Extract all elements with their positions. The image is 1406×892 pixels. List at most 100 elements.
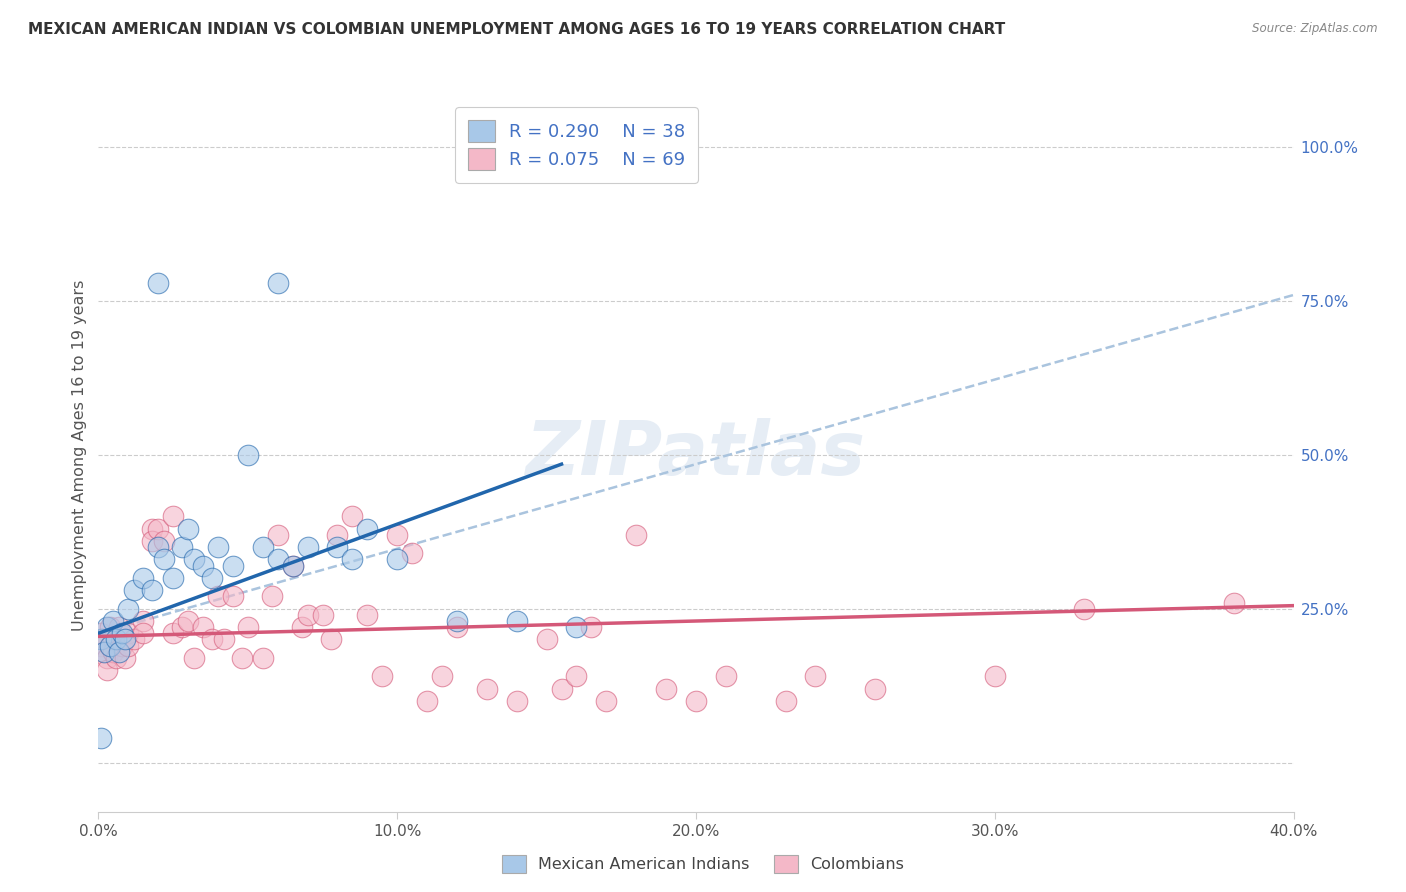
Point — [222, 558, 245, 573]
Point — [236, 620, 259, 634]
Point — [984, 669, 1007, 683]
Point — [626, 528, 648, 542]
Point — [506, 694, 529, 708]
Point — [401, 546, 423, 560]
Point — [153, 534, 176, 549]
Point — [297, 607, 319, 622]
Point — [90, 632, 112, 647]
Point — [111, 639, 134, 653]
Point — [252, 540, 274, 554]
Point — [141, 534, 163, 549]
Point — [162, 626, 184, 640]
Point — [222, 590, 245, 604]
Point — [267, 528, 290, 542]
Point — [132, 626, 155, 640]
Point — [207, 540, 229, 554]
Point — [581, 620, 603, 634]
Point — [326, 528, 349, 542]
Point — [260, 590, 283, 604]
Point — [565, 620, 588, 634]
Point — [385, 528, 409, 542]
Text: MEXICAN AMERICAN INDIAN VS COLOMBIAN UNEMPLOYMENT AMONG AGES 16 TO 19 YEARS CORR: MEXICAN AMERICAN INDIAN VS COLOMBIAN UNE… — [28, 22, 1005, 37]
Point — [267, 552, 290, 566]
Point — [475, 681, 498, 696]
Point — [100, 620, 122, 634]
Point — [108, 620, 131, 634]
Point — [550, 681, 572, 696]
Point — [281, 558, 304, 573]
Point — [297, 540, 319, 554]
Point — [153, 552, 176, 566]
Point — [141, 583, 163, 598]
Point — [311, 607, 333, 622]
Point — [111, 626, 134, 640]
Point — [177, 522, 200, 536]
Point — [430, 669, 453, 683]
Point — [96, 651, 118, 665]
Point — [236, 448, 259, 462]
Point — [148, 276, 170, 290]
Point — [201, 571, 224, 585]
Point — [201, 632, 224, 647]
Point — [385, 552, 409, 566]
Point — [506, 614, 529, 628]
Point — [655, 681, 678, 696]
Point — [100, 639, 122, 653]
Point — [321, 632, 343, 647]
Point — [281, 558, 304, 573]
Point — [132, 614, 155, 628]
Point — [96, 620, 118, 634]
Point — [103, 632, 125, 647]
Point — [117, 626, 139, 640]
Point — [775, 694, 797, 708]
Point — [446, 620, 468, 634]
Point — [141, 522, 163, 536]
Point — [536, 632, 558, 647]
Point — [148, 522, 170, 536]
Point — [96, 663, 118, 677]
Point — [565, 669, 588, 683]
Point — [356, 607, 378, 622]
Point — [117, 601, 139, 615]
Point — [1073, 601, 1095, 615]
Point — [103, 614, 125, 628]
Point — [191, 620, 214, 634]
Point — [93, 645, 115, 659]
Y-axis label: Unemployment Among Ages 16 to 19 years: Unemployment Among Ages 16 to 19 years — [72, 279, 87, 631]
Point — [90, 626, 112, 640]
Point — [103, 645, 125, 659]
Text: ZIPatlas: ZIPatlas — [526, 418, 866, 491]
Point — [267, 276, 290, 290]
Point — [162, 571, 184, 585]
Point — [207, 590, 229, 604]
Point — [114, 651, 136, 665]
Point — [124, 632, 146, 647]
Point — [148, 540, 170, 554]
Point — [342, 509, 364, 524]
Legend: Mexican American Indians, Colombians: Mexican American Indians, Colombians — [495, 848, 911, 880]
Point — [172, 540, 194, 554]
Legend: R = 0.290    N = 38, R = 0.075    N = 69: R = 0.290 N = 38, R = 0.075 N = 69 — [456, 107, 697, 183]
Point — [93, 632, 115, 647]
Point — [371, 669, 394, 683]
Point — [183, 552, 205, 566]
Point — [191, 558, 214, 573]
Point — [183, 651, 205, 665]
Point — [595, 694, 617, 708]
Point — [231, 651, 253, 665]
Point — [93, 645, 115, 659]
Point — [342, 552, 364, 566]
Point — [105, 632, 128, 647]
Point — [291, 620, 314, 634]
Point — [446, 614, 468, 628]
Point — [132, 571, 155, 585]
Point — [685, 694, 707, 708]
Point — [162, 509, 184, 524]
Point — [172, 620, 194, 634]
Point — [714, 669, 737, 683]
Point — [124, 583, 146, 598]
Text: Source: ZipAtlas.com: Source: ZipAtlas.com — [1253, 22, 1378, 36]
Point — [177, 614, 200, 628]
Point — [100, 639, 122, 653]
Point — [416, 694, 439, 708]
